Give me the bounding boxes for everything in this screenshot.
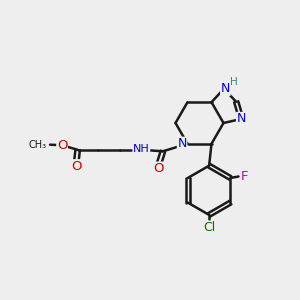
Text: N: N bbox=[177, 137, 187, 150]
Text: F: F bbox=[241, 170, 248, 183]
Text: O: O bbox=[153, 162, 164, 175]
Text: NH: NH bbox=[133, 144, 150, 154]
Text: H: H bbox=[230, 77, 237, 87]
Text: Cl: Cl bbox=[203, 221, 215, 234]
Text: CH₃: CH₃ bbox=[29, 140, 47, 150]
Text: N: N bbox=[221, 82, 230, 95]
Text: O: O bbox=[71, 160, 82, 173]
Text: O: O bbox=[57, 139, 68, 152]
Text: N: N bbox=[237, 112, 246, 125]
